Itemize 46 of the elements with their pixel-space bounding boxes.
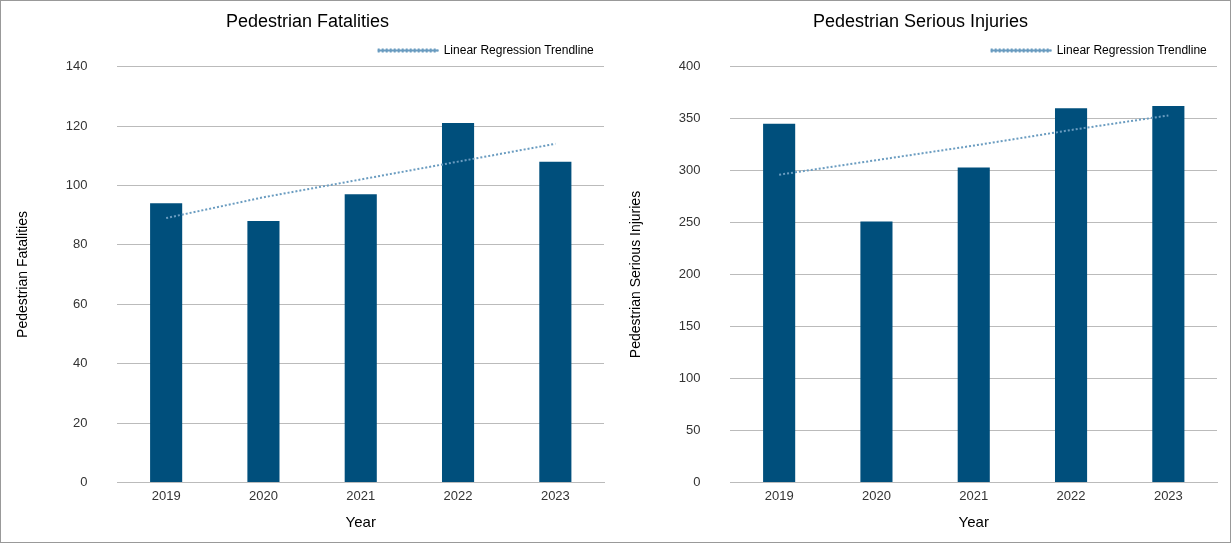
y-tick-label: 250 [678,214,701,230]
y-axis-title: Pedestrian Fatalities [14,211,31,338]
bar [1152,106,1185,482]
y-tick-label: 80 [73,236,88,252]
legend-label: Linear Regression Trendline [443,42,595,57]
x-axis-title: Year [958,513,989,531]
y-tick-label: 20 [73,414,88,430]
y-axis-title: Pedestrian Serious Injuries [627,190,644,359]
x-tick-label: 2020 [861,487,891,503]
y-tick-label: 140 [65,58,88,74]
chart-title: Pedestrian Serious Injuries [812,10,1029,31]
x-tick-label: 2022 [1056,487,1086,503]
y-tick-label: 50 [686,422,701,437]
x-tick-label: 2022 [443,487,473,503]
y-tick-label: 300 [678,162,701,178]
bar [957,167,990,482]
y-tick-label: 200 [678,266,701,282]
bar [860,221,893,482]
x-tick-label: 2019 [764,487,794,503]
x-axis-title: Year [345,513,376,531]
y-tick-label: 100 [678,370,701,386]
y-tick-label: 0 [693,473,701,489]
bar [344,194,377,482]
chart-title: Pedestrian Fatalities [225,10,390,31]
y-tick-label: 150 [678,318,701,334]
y-tick-label: 60 [73,295,88,311]
legend-label: Linear Regression Trendline [1056,42,1208,57]
y-tick-label: 100 [65,176,88,192]
x-tick-label: 2021 [959,487,989,503]
y-tick-label: 40 [73,355,88,371]
y-tick-label: 350 [678,110,701,126]
bar [763,123,796,482]
x-tick-label: 2020 [248,487,278,503]
bar [150,203,183,482]
y-tick-label: 0 [80,473,88,489]
x-tick-label: 2023 [1153,487,1183,503]
x-tick-label: 2019 [151,487,181,503]
y-tick-label: 120 [65,117,88,133]
y-tick-label: 400 [678,58,701,74]
x-tick-label: 2023 [540,487,570,503]
bar [247,221,280,482]
bar [441,123,475,482]
bar [1054,108,1088,482]
x-tick-label: 2021 [346,487,376,503]
line-series [778,114,1170,176]
bar [539,161,572,482]
